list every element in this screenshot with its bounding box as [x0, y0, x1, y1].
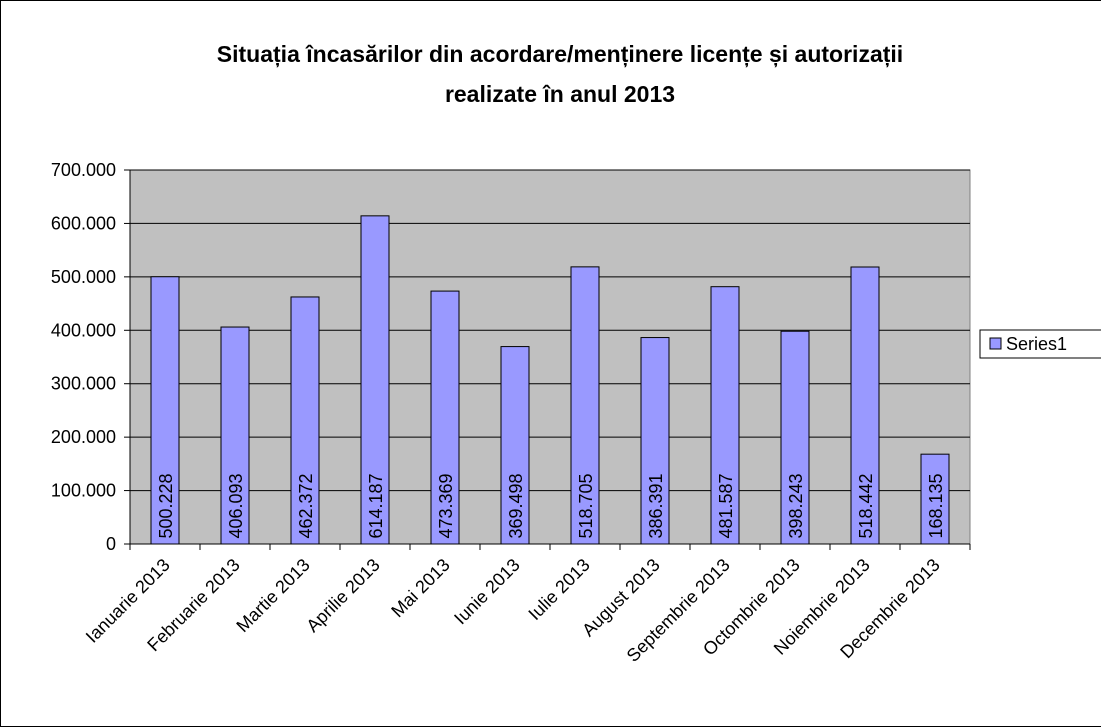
- chart-title: realizate în anul 2013: [445, 81, 675, 107]
- bar: [640, 337, 670, 545]
- value-label: 462.372: [296, 473, 316, 538]
- value-label: 614.187: [366, 473, 386, 538]
- plot-area: [129, 169, 971, 545]
- bar: [570, 266, 600, 545]
- value-label: 369.498: [506, 473, 526, 538]
- y-tick-label: 0: [106, 534, 116, 554]
- y-tick-label: 700.000: [51, 160, 116, 180]
- value-label: 168.135: [926, 473, 946, 538]
- value-label: 481.587: [716, 473, 736, 538]
- value-label: 406.093: [226, 473, 246, 538]
- bar: [920, 453, 950, 545]
- bar: [780, 330, 810, 545]
- legend-label: Series1: [1006, 334, 1067, 354]
- value-label: 518.705: [576, 473, 596, 538]
- bar: [850, 266, 880, 545]
- bar: [220, 326, 250, 545]
- y-tick-label: 300.000: [51, 374, 116, 394]
- y-tick-label: 100.000: [51, 481, 116, 501]
- y-tick-label: 600.000: [51, 213, 116, 233]
- value-label: 473.369: [436, 473, 456, 538]
- bar: [430, 290, 460, 545]
- y-tick-label: 200.000: [51, 427, 116, 447]
- legend-swatch: [989, 337, 1002, 350]
- value-label: 398.243: [786, 473, 806, 538]
- value-label: 518.442: [856, 473, 876, 538]
- value-label: 500.228: [156, 473, 176, 538]
- bar: [290, 296, 320, 545]
- y-tick-label: 500.000: [51, 267, 116, 287]
- bar: [500, 346, 530, 545]
- bar: [360, 215, 390, 545]
- bar: [710, 286, 740, 545]
- bar: [150, 276, 180, 545]
- value-label: 386.391: [646, 473, 666, 538]
- chart-title: Situația încasărilor din acordare/mențin…: [217, 41, 903, 68]
- y-tick-label: 400.000: [51, 320, 116, 340]
